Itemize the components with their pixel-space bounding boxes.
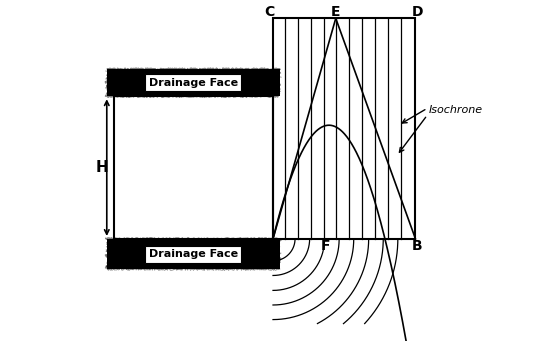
- Text: F: F: [321, 239, 330, 253]
- Text: B: B: [412, 239, 423, 253]
- Text: E: E: [331, 4, 341, 18]
- Bar: [114, 96, 273, 239]
- Text: Drainage Face: Drainage Face: [149, 249, 238, 259]
- Text: Isochrone: Isochrone: [429, 105, 483, 115]
- Bar: [107, 69, 280, 96]
- Text: D: D: [412, 5, 423, 19]
- Bar: [107, 239, 280, 269]
- Text: C: C: [264, 5, 275, 19]
- Text: A: A: [264, 239, 275, 253]
- Text: Drainage Face: Drainage Face: [149, 78, 238, 88]
- Text: H: H: [96, 160, 108, 175]
- Bar: [273, 18, 416, 239]
